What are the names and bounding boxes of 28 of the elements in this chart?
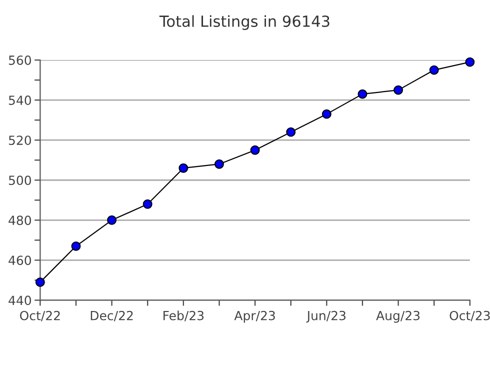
x-tick-label: Jun/23	[306, 310, 346, 323]
point	[142, 199, 152, 209]
x-tick-label: Dec/22	[90, 310, 133, 322]
y-tick-label: 440	[8, 296, 32, 306]
y-tick-label: 520	[8, 136, 32, 146]
y-tick-label: 500	[8, 176, 32, 186]
point	[322, 109, 332, 119]
x-tick-label: Feb/23	[164, 310, 204, 322]
x-tick-label: Oct/23	[450, 310, 490, 322]
point	[35, 277, 45, 287]
point	[429, 65, 439, 75]
point	[178, 163, 188, 173]
y-tick-label: 460	[8, 256, 32, 266]
point	[214, 159, 224, 169]
x-tick-label: Oct/22	[20, 310, 60, 322]
point	[71, 241, 81, 251]
y-tick-label: 560	[8, 56, 32, 65]
point	[358, 89, 368, 99]
x-tick-label: Apr/23	[234, 310, 275, 323]
chart-title: Total Listings in 96143	[159, 15, 330, 30]
point	[286, 127, 296, 137]
point	[465, 57, 475, 67]
point	[107, 215, 117, 225]
point	[394, 85, 404, 95]
y-tick-label: 540	[8, 96, 32, 105]
x-tick-label: Aug/23	[376, 310, 420, 323]
point	[250, 145, 260, 155]
y-tick-label: 480	[8, 216, 32, 226]
